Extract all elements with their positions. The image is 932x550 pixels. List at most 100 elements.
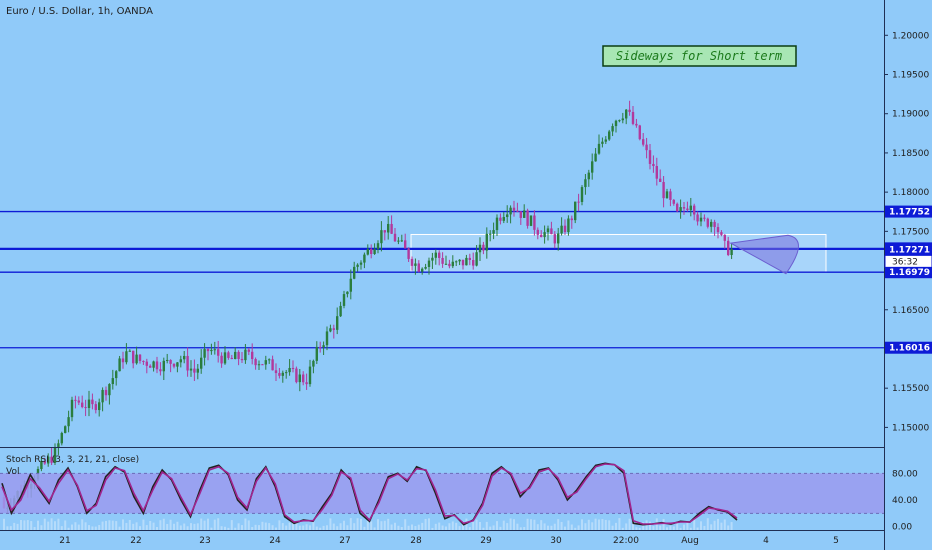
candle-body[interactable]	[244, 349, 247, 361]
candle-body[interactable]	[247, 349, 250, 352]
candle-body[interactable]	[81, 402, 84, 408]
candle-body[interactable]	[461, 259, 465, 266]
candle-body[interactable]	[223, 352, 227, 364]
candle-body[interactable]	[217, 349, 220, 356]
candle-body[interactable]	[227, 352, 230, 358]
candle-body[interactable]	[64, 426, 67, 433]
projection-cone[interactable]	[729, 234, 799, 275]
candle-body[interactable]	[727, 240, 730, 256]
candle-body[interactable]	[206, 349, 210, 352]
candle-body[interactable]	[516, 210, 519, 212]
candle-body[interactable]	[295, 368, 298, 383]
candle-body[interactable]	[40, 460, 43, 469]
candle-body[interactable]	[213, 349, 216, 351]
candle-body[interactable]	[363, 254, 366, 263]
candle-body[interactable]	[448, 263, 451, 267]
candle-body[interactable]	[87, 399, 91, 408]
candle-body[interactable]	[43, 460, 46, 464]
candle-body[interactable]	[308, 366, 312, 385]
candle-body[interactable]	[230, 357, 233, 360]
candle-body[interactable]	[458, 259, 461, 262]
candle-body[interactable]	[162, 360, 165, 372]
candle-body[interactable]	[625, 109, 628, 119]
candle-body[interactable]	[298, 374, 301, 383]
candle-body[interactable]	[506, 214, 509, 218]
candle-body[interactable]	[608, 131, 611, 140]
candle-body[interactable]	[652, 163, 655, 167]
candle-body[interactable]	[468, 257, 471, 260]
candle-body[interactable]	[342, 294, 346, 306]
candle-body[interactable]	[696, 214, 699, 222]
candle-body[interactable]	[662, 181, 665, 199]
candle-body[interactable]	[720, 232, 723, 235]
candle-body[interactable]	[128, 350, 131, 352]
candle-body[interactable]	[659, 178, 662, 182]
candle-body[interactable]	[543, 232, 546, 238]
candle-body[interactable]	[417, 263, 420, 272]
candle-body[interactable]	[642, 139, 645, 145]
candle-body[interactable]	[121, 358, 125, 363]
candle-body[interactable]	[67, 417, 70, 427]
candle-body[interactable]	[451, 261, 454, 267]
candle-body[interactable]	[492, 230, 495, 234]
candle-body[interactable]	[536, 229, 539, 235]
candle-body[interactable]	[373, 249, 376, 254]
candle-body[interactable]	[529, 215, 533, 226]
candle-body[interactable]	[264, 360, 267, 365]
candle-body[interactable]	[628, 109, 631, 112]
candle-body[interactable]	[577, 201, 580, 203]
candle-body[interactable]	[397, 240, 400, 242]
candle-body[interactable]	[410, 258, 414, 266]
candle-body[interactable]	[60, 432, 63, 444]
stoch-d-line[interactable]	[1, 463, 738, 525]
candle-body[interactable]	[288, 367, 291, 373]
candle-body[interactable]	[567, 218, 570, 233]
candle-body[interactable]	[220, 355, 223, 364]
candle-body[interactable]	[98, 402, 101, 411]
candle-body[interactable]	[679, 207, 682, 212]
candle-body[interactable]	[723, 234, 726, 241]
candle-body[interactable]	[601, 141, 604, 144]
candle-body[interactable]	[489, 233, 492, 235]
candle-body[interactable]	[645, 144, 648, 151]
candle-body[interactable]	[376, 243, 380, 250]
candle-body[interactable]	[349, 278, 352, 292]
candle-body[interactable]	[519, 211, 522, 218]
candle-body[interactable]	[580, 187, 584, 202]
candle-body[interactable]	[356, 264, 359, 267]
candle-body[interactable]	[485, 233, 488, 251]
candle-body[interactable]	[108, 384, 111, 396]
candle-body[interactable]	[393, 233, 397, 242]
candle-body[interactable]	[274, 370, 278, 374]
candle-body[interactable]	[563, 225, 567, 233]
candle-body[interactable]	[142, 360, 145, 362]
candle-body[interactable]	[665, 191, 669, 199]
candle-body[interactable]	[251, 351, 254, 360]
candle-body[interactable]	[730, 249, 733, 256]
candle-body[interactable]	[53, 447, 57, 463]
candle-body[interactable]	[686, 208, 689, 211]
candle-body[interactable]	[638, 125, 641, 140]
candle-body[interactable]	[574, 201, 577, 221]
candle-body[interactable]	[699, 217, 703, 222]
candle-body[interactable]	[710, 221, 713, 227]
candle-body[interactable]	[390, 223, 393, 234]
candle-body[interactable]	[560, 225, 563, 234]
candle-body[interactable]	[444, 263, 448, 265]
candle-body[interactable]	[482, 244, 485, 251]
candle-body[interactable]	[176, 362, 179, 367]
candle-body[interactable]	[472, 259, 475, 266]
candle-body[interactable]	[478, 244, 482, 253]
candle-body[interactable]	[135, 354, 138, 364]
candle-body[interactable]	[315, 346, 318, 361]
candle-body[interactable]	[312, 360, 315, 367]
candle-body[interactable]	[353, 266, 356, 279]
candle-body[interactable]	[618, 120, 621, 122]
candle-body[interactable]	[421, 268, 424, 272]
candle-body[interactable]	[94, 404, 97, 411]
candle-body[interactable]	[713, 221, 716, 228]
candle-body[interactable]	[305, 382, 308, 385]
candle-body[interactable]	[621, 118, 624, 121]
candle-body[interactable]	[234, 351, 237, 360]
candle-body[interactable]	[111, 378, 114, 385]
